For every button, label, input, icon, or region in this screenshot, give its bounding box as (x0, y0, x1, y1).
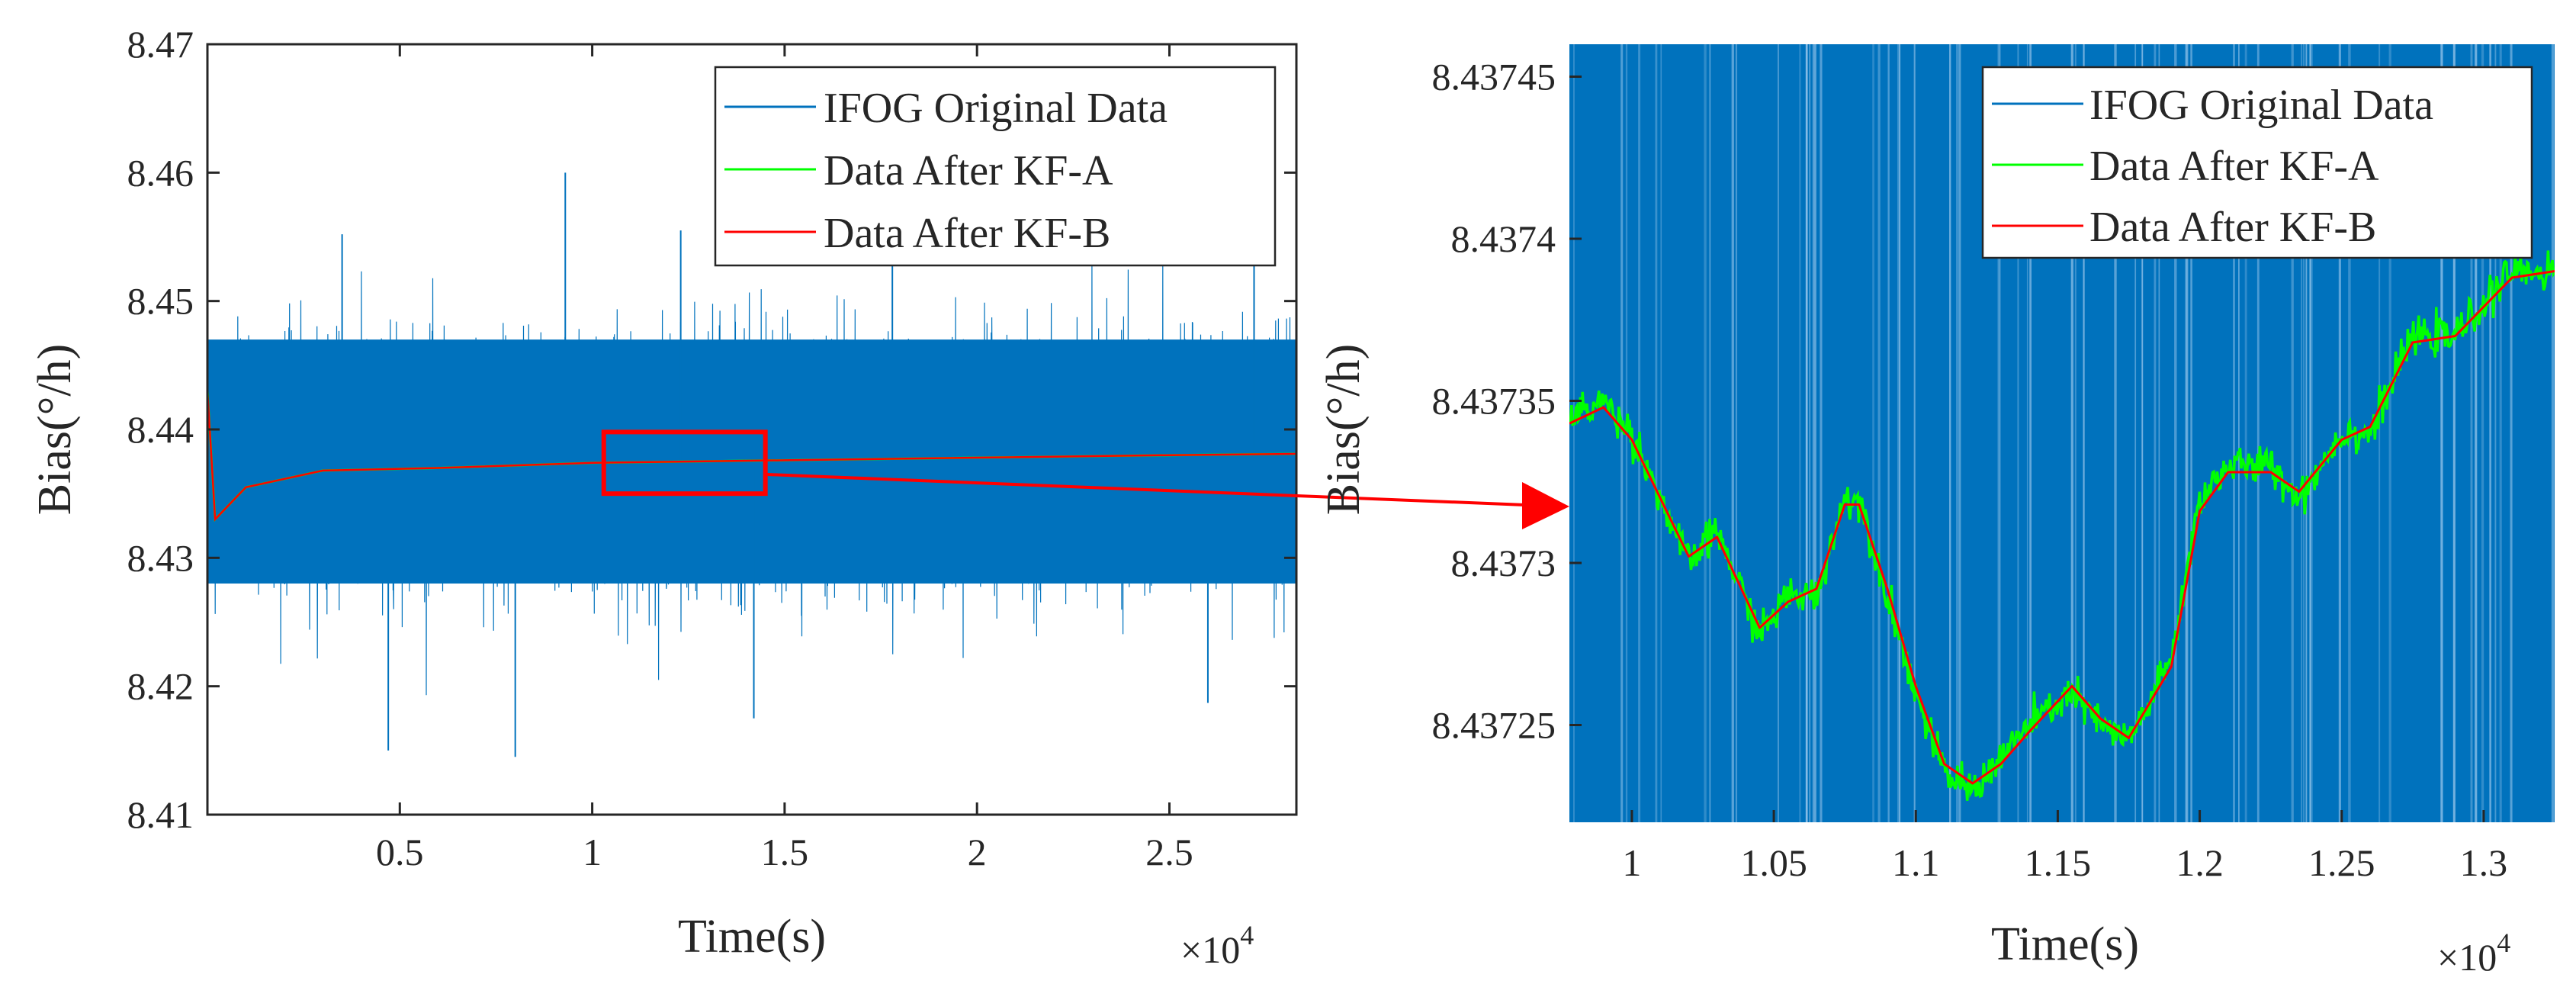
zoom-arrow-line (765, 472, 1526, 506)
overview-y-tick-label: 8.44 (127, 408, 194, 451)
overview-series-kf-b-line (207, 391, 1296, 522)
zoomed-x-tick-label: 1.3 (2460, 841, 2508, 884)
overview-ticks: 0.5 1 1.5 2 2.5 8.41 8.42 8.43 8.44 8.45 8.46 8.47 (127, 23, 1296, 873)
zoomed-legend-label-kf-b: Data After KF-B (2089, 204, 2376, 251)
overview-y-axis-label: Bias(°/h) (29, 344, 81, 516)
overview-legend-label-kf-a: Data After KF-A (824, 147, 1113, 195)
overview-y-tick-label: 8.41 (127, 793, 194, 836)
zoomed-y-tick-label: 8.4374 (1451, 217, 1556, 260)
overview-x-tick-label: 2 (968, 831, 987, 873)
zoomed-legend-label-kf-a: Data After KF-A (2089, 143, 2379, 190)
zoomed-x-tick-label: 1 (1622, 841, 1641, 884)
overview-x-tick-label: 2.5 (1145, 831, 1193, 873)
zoomed-panel: 1 1.05 1.1 1.15 1.2 1.25 1.3 8.43725 8.4373 8.437… (1318, 44, 2555, 979)
overview-legend: IFOG Original Data Data After KF-A Data … (714, 66, 1277, 267)
zoomed-y-axis-label: Bias(°/h) (1318, 344, 1370, 516)
overview-x-axis-label: Time(s) (678, 911, 826, 963)
overview-panel: 0.5 1 1.5 2 2.58.418.428.438.448.458.468.47 … (29, 23, 1298, 971)
overview-x-tick-label: 1 (583, 831, 602, 873)
overview-legend-label-kf-b: Data After KF-B (824, 210, 1110, 257)
zoomed-x-tick-label: 1.2 (2176, 841, 2224, 884)
zoomed-x-axis-label: Time(s) (1991, 918, 2139, 970)
overview-x-exponent: ×104 (1180, 920, 1254, 971)
overview-y-tick-label: 8.45 (127, 280, 194, 323)
zoomed-y-tick-label: 8.4373 (1451, 542, 1556, 584)
zoomed-legend-label-original: IFOG Original Data (2089, 82, 2433, 129)
zoomed-y-tick-label: 8.43745 (1432, 56, 1556, 98)
overview-y-tick-label: 8.46 (127, 151, 194, 194)
overview-y-tick-label: 8.47 (127, 23, 194, 66)
overview-x-tick-label: 0.5 (376, 831, 424, 873)
zoomed-x-tick-label: 1.05 (1740, 841, 1807, 884)
overview-x-tick-label: 1.5 (761, 831, 809, 873)
overview-y-tick-label: 8.43 (127, 536, 194, 579)
zoom-arrow-head (1522, 482, 1569, 529)
overview-y-tick-label: 8.42 (127, 665, 194, 708)
zoom-box (601, 429, 768, 497)
zoomed-x-tick-label: 1.25 (2308, 841, 2375, 884)
overview-legend-label-original: IFOG Original Data (824, 85, 1168, 132)
zoomed-y-tick-label: 8.43735 (1432, 380, 1556, 423)
zoomed-x-exponent: ×104 (2437, 928, 2510, 979)
overview-data-layer (207, 172, 1296, 757)
zoomed-series-kf-b-line (1569, 270, 2555, 785)
zoomed-y-tick-label: 8.43725 (1432, 704, 1556, 747)
zoomed-ticks: 1 1.05 1.1 1.15 1.2 1.25 1.3 8.43725 8.4373 8.437… (1432, 56, 2508, 885)
zoomed-x-tick-label: 1.15 (2025, 841, 2092, 884)
zoomed-x-tick-label: 1.1 (1892, 841, 1940, 884)
zoomed-legend: IFOG Original Data Data After KF-A Data … (1981, 66, 2533, 259)
